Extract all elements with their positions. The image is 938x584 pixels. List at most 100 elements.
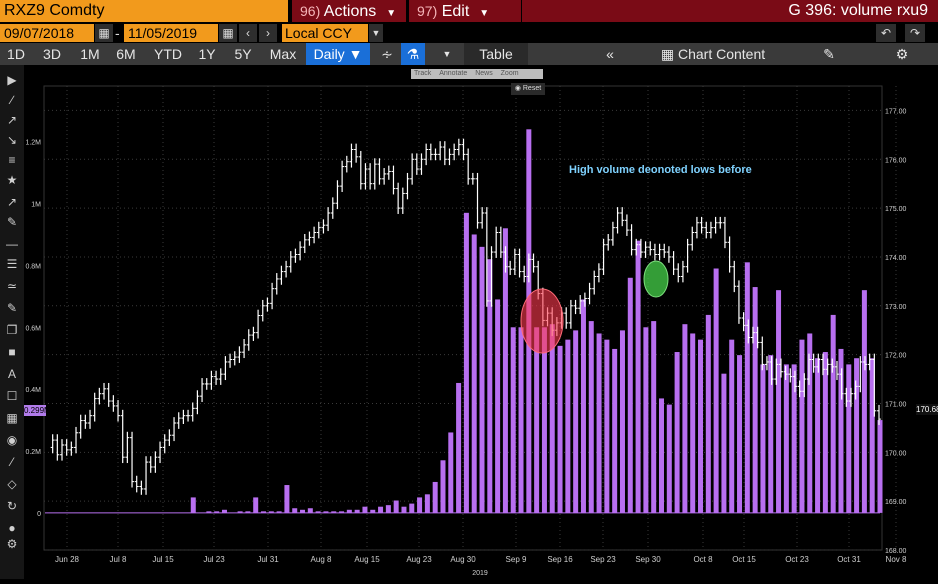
x-tick-label: Aug 15 [354,555,380,564]
price-bar [354,143,359,163]
price-bar [232,351,237,366]
period-ytd-button[interactable]: YTD [154,46,182,62]
price-bar [237,346,242,363]
copy-icon[interactable]: ❐ [6,323,18,337]
gear-icon[interactable]: ⚙ [6,537,18,551]
price-bar [172,417,177,442]
green-highlight-circle [643,260,669,298]
price-bar [657,243,662,261]
price-bar [624,214,629,236]
price-bar [526,253,531,283]
left-tick-label: 0.2M [25,449,41,456]
period-1d-button[interactable]: 1D [7,46,25,62]
caret-down-icon[interactable]: ▼ [442,49,452,59]
fib-tool-icon[interactable]: ≡ [8,153,16,167]
chevron-left-icon[interactable]: ‹ [239,24,257,42]
caret-down-icon[interactable]: ▼ [369,24,383,42]
start-date-field[interactable]: 09/07/2018 [0,24,94,42]
pen-tool-icon[interactable]: ✎ [6,215,18,229]
refresh-icon[interactable]: ↻ [6,499,18,513]
x-tick-label: Aug 30 [450,555,476,564]
trend-tool-icon[interactable]: ↗ [6,113,18,127]
track-tool[interactable]: Track [414,70,432,77]
volume-bar [307,508,313,513]
cursor-icon[interactable]: ▶ [7,73,17,87]
x-tick-label: Aug 8 [311,555,332,564]
calendar-icon[interactable]: ▦ [95,24,113,42]
edit-icon[interactable]: ✎ [6,301,18,315]
x-tick-label: Oct 31 [837,555,861,564]
currency-field[interactable]: Local CCY [282,24,368,42]
news-tool[interactable]: News [475,70,493,77]
volume-bar [331,511,337,513]
price-bar [349,143,354,168]
volume-bar [658,398,664,513]
annotate-tool[interactable]: Annotate [439,70,468,77]
horizontal-line-icon[interactable]: — [6,237,18,251]
chevron-right-icon[interactable]: › [259,24,277,42]
actions-menu[interactable]: 96) Actions ▼ [292,0,406,22]
calendar-icon[interactable]: ▦ [219,24,237,42]
zoom-tool[interactable]: Zoom [500,70,519,77]
arrow-tool-icon[interactable]: ↗ [6,195,18,209]
volume-bar [518,327,524,513]
undo-icon[interactable]: ↶ [876,24,896,42]
price-bar [274,273,279,295]
bar-chart-icon[interactable]: ⚗ [401,43,425,65]
price-bar [279,265,284,285]
line-chart-icon[interactable]: ∻ [381,46,393,62]
ray-tool-icon[interactable]: ↘ [6,133,18,147]
edit-pencil-icon[interactable]: ✎ [823,46,835,62]
line-tool-icon[interactable]: ∕ [10,93,13,107]
period-5y-button[interactable]: 5Y [234,46,252,62]
volume-bar [783,364,789,513]
grid-icon[interactable]: ▦ [6,411,18,425]
price-bar [396,182,401,214]
price-last-value-tag: 170.68 [916,404,938,415]
period-3d-button[interactable]: 3D [43,46,61,62]
period-6m-button[interactable]: 6M [116,46,136,62]
favorites-icon[interactable]: ★ [6,173,18,187]
frequency-dropdown[interactable]: Daily ▼ [306,43,370,65]
price-bar [466,148,471,185]
reset-button[interactable]: ◉ Reset [511,83,545,95]
pencil-icon[interactable]: ⁄ [10,455,13,469]
table-button[interactable]: Table [464,43,528,65]
price-bar [102,382,107,400]
modes-icon[interactable]: ◇ [7,477,17,491]
edit-menu[interactable]: 97) Edit ▼ [409,0,521,22]
price-bar [64,439,69,456]
price-bar [340,160,345,192]
ticker-field[interactable]: RXZ9 Comdty [0,0,288,22]
price-bar [302,233,307,254]
end-date-field[interactable]: 11/05/2019 [124,24,218,42]
price-bar [582,292,587,307]
brush-icon[interactable]: ≃ [6,279,18,293]
period-1y-button[interactable]: 1Y [198,46,216,62]
gear-icon[interactable]: ⚙ [895,46,909,62]
chart-area[interactable]: Jun 28 Jul 8 Jul 15 Jul 23 Jul 31 Aug 8 Aug 15… [24,65,938,579]
price-bar [190,402,195,422]
palette-icon[interactable]: ◉ [6,433,18,447]
reset-label: Reset [522,85,542,92]
color-icon[interactable]: ● [8,521,16,535]
trash-icon[interactable]: ■ [8,345,16,359]
x-tick-label: Jun 28 [55,555,80,564]
channel-tool-icon[interactable]: ☰ [6,257,18,271]
period-1m-button[interactable]: 1M [80,46,100,62]
price-bar [139,480,144,495]
volume-bar [487,259,493,513]
price-bar [578,295,583,315]
price-bar [433,148,438,161]
checkbox-icon[interactable]: ☐ [6,389,18,403]
text-tool-icon[interactable]: A [7,367,16,381]
price-bar [125,431,130,464]
chart-content-button[interactable]: ▦ Chart Content [648,43,778,65]
redo-icon[interactable]: ↷ [905,24,925,42]
x-tick-label: Sep 9 [506,555,527,564]
collapse-icon[interactable]: « [606,46,614,62]
period-max-button[interactable]: Max [269,46,297,62]
price-bar [181,409,186,424]
volume-bar [744,262,750,513]
volume-bar [401,506,407,513]
